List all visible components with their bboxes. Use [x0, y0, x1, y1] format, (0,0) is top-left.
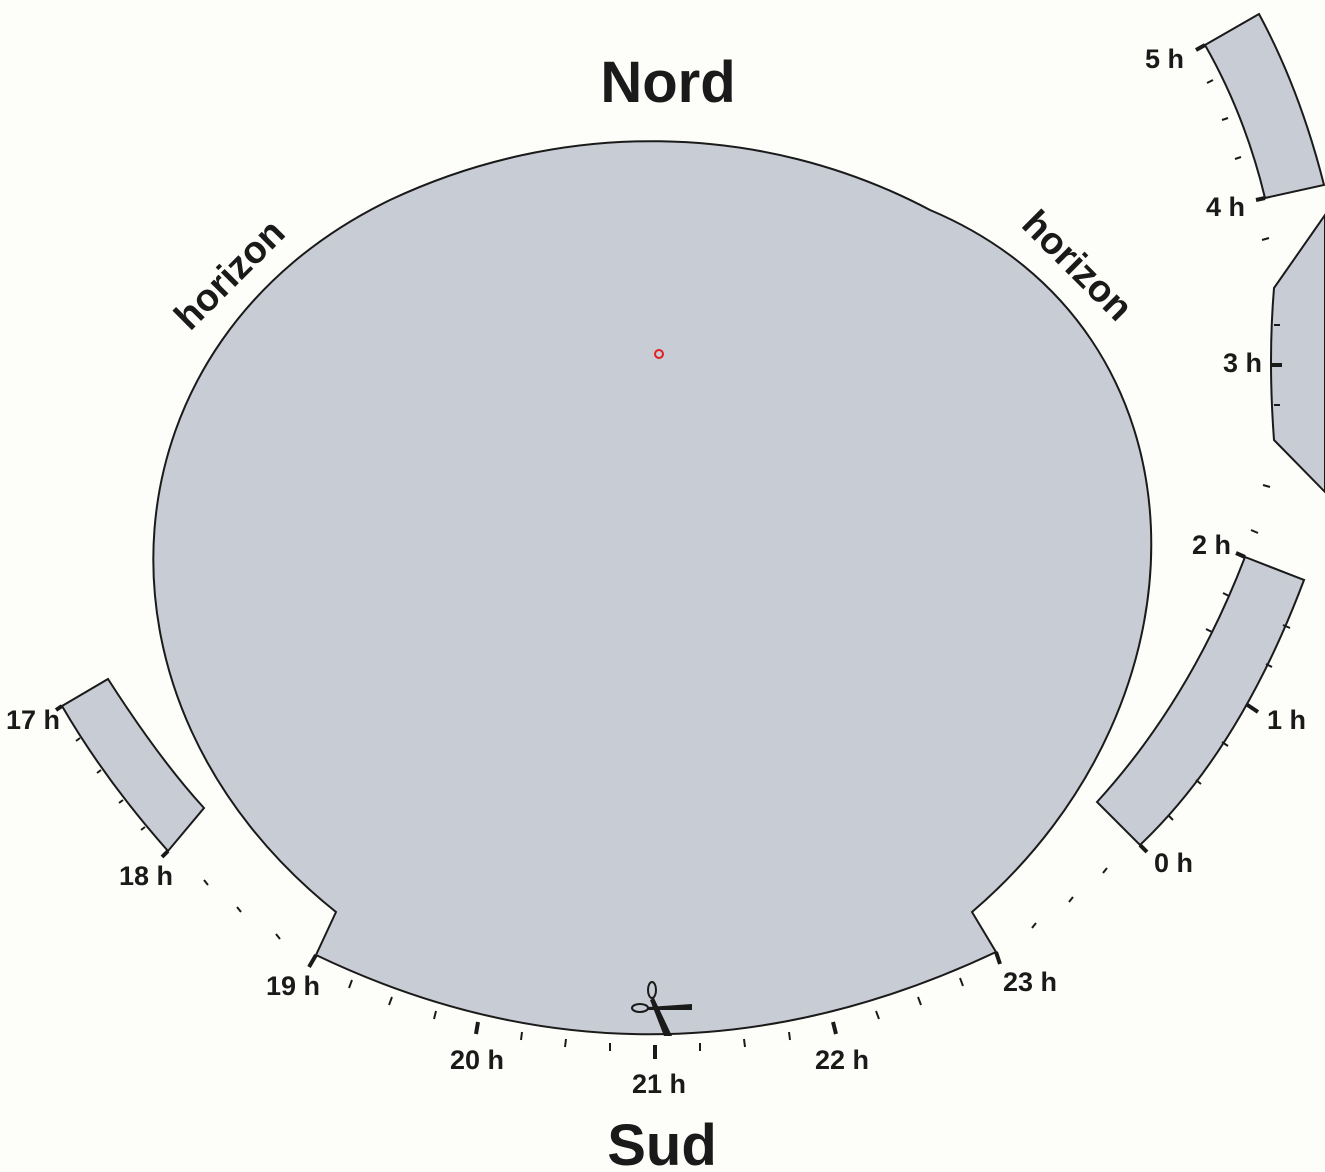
sector-3 — [1270, 213, 1325, 494]
hour-label-22: 22 h — [815, 1045, 869, 1075]
sector-17-18-ticks — [54, 704, 170, 859]
hour-label-4: 4 h — [1206, 192, 1245, 222]
hour-label-5: 5 h — [1145, 44, 1184, 74]
hour-label-19: 19 h — [266, 971, 320, 1001]
hour-label-18: 18 h — [119, 861, 173, 891]
sector-0-2 — [1095, 555, 1306, 847]
sector-0-2-ticks — [1138, 551, 1291, 854]
south-label: Sud — [607, 1113, 717, 1172]
north-label: Nord — [600, 50, 735, 115]
hour-label-3: 3 h — [1223, 348, 1262, 378]
sector-3-ticks — [1272, 324, 1282, 406]
horizon-window — [152, 140, 1153, 1036]
gap-ticks — [203, 237, 1271, 940]
hour-label-20: 20 h — [450, 1045, 504, 1075]
sector-4-5 — [1203, 12, 1325, 200]
hour-label-21: 21 h — [632, 1069, 686, 1099]
hour-label-2: 2 h — [1192, 530, 1231, 560]
bottom-ticks — [307, 951, 1002, 1059]
sector-4-5-ticks — [1195, 43, 1266, 202]
celestial-pole-marker — [654, 349, 664, 359]
hour-label-17: 17 h — [6, 705, 60, 735]
hour-label-0: 0 h — [1154, 848, 1193, 878]
hour-label-23: 23 h — [1003, 967, 1057, 997]
sector-17-18 — [60, 677, 206, 853]
hour-label-1: 1 h — [1267, 705, 1306, 735]
scissors-icon — [631, 981, 692, 1036]
